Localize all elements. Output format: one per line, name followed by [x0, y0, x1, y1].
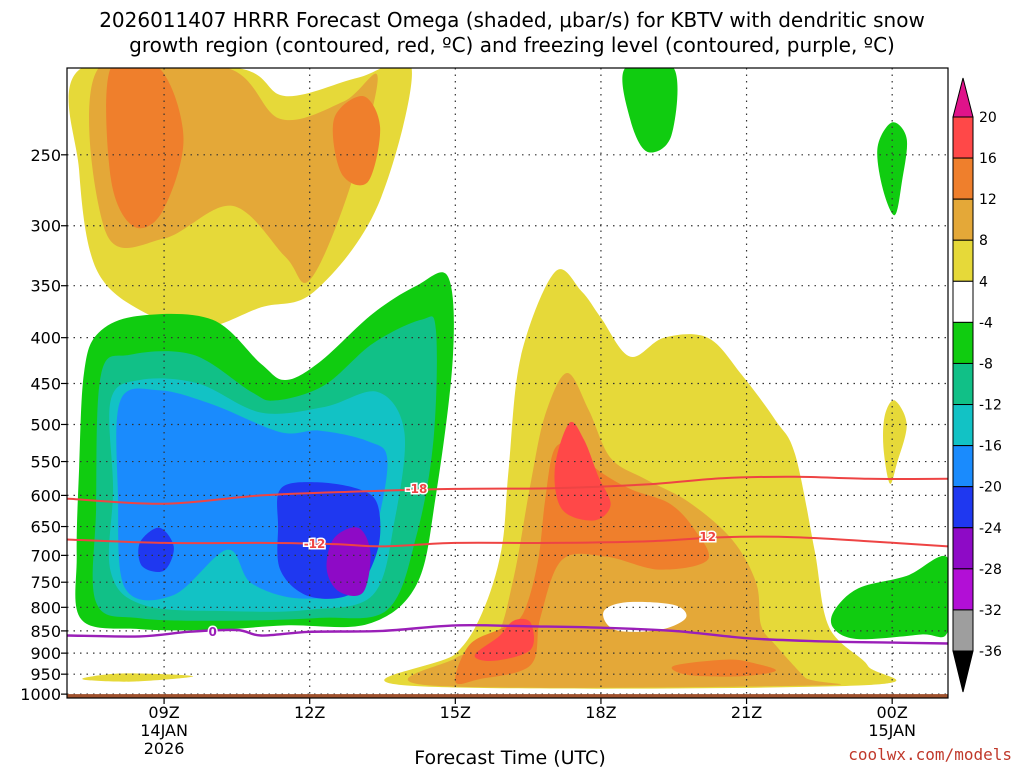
y-tick-label: 400	[30, 329, 61, 348]
colorbar-label: 4	[979, 274, 988, 290]
colorbar-swatch	[952, 404, 974, 447]
colorbar-label: 20	[979, 110, 997, 126]
omega-region	[622, 68, 678, 153]
y-tick-label: 600	[30, 486, 61, 505]
contour-line	[67, 623, 948, 645]
colorbar-label: 8	[979, 233, 988, 249]
chart-title-line1: 2026011407 HRRR Forecast Omega (shaded, …	[99, 8, 925, 32]
colorbar-swatch	[952, 486, 974, 529]
x-axis-label: Forecast Time (UTC)	[414, 747, 605, 768]
x-tick-label: 18Z	[585, 703, 616, 722]
y-tick-label: 550	[30, 453, 61, 472]
y-tick-label: 750	[30, 573, 61, 592]
x-tick-date: 15JAN	[868, 721, 916, 740]
contour-lines: -18 -12 12 0	[67, 475, 948, 645]
omega-region	[332, 95, 381, 186]
colorbar-swatch	[952, 568, 974, 611]
colorbar-min-triangle	[952, 650, 974, 693]
colorbar: 20 16 12 8 4 -4 -8 -12 -16 -20 -24 -28 -32 -36	[952, 77, 1002, 693]
colorbar-label: -16	[979, 439, 1002, 455]
contour-label: -12	[304, 537, 326, 551]
y-tick-label: 1000	[20, 685, 61, 704]
colorbar-label: -24	[979, 521, 1002, 537]
y-tick-label: 300	[30, 217, 61, 236]
colorbar-label: -8	[979, 356, 993, 372]
colorbar-swatch	[952, 362, 974, 406]
credit-text: coolwx.com/models	[848, 745, 1012, 764]
x-tick-label: 09Z	[148, 703, 179, 722]
colorbar-swatch	[952, 239, 974, 282]
omega-region	[603, 601, 687, 632]
colorbar-swatch	[952, 321, 974, 364]
colorbar-label: -32	[979, 603, 1002, 619]
omega-region	[883, 400, 907, 484]
plot-area: -18 -12 12 0	[67, 68, 948, 698]
omega-region	[830, 556, 948, 640]
y-tick-label: 800	[30, 598, 61, 617]
colorbar-label: -20	[979, 480, 1002, 496]
x-tick-label: 00Z	[877, 703, 908, 722]
omega-region	[138, 527, 174, 572]
y-tick-label: 250	[30, 146, 61, 165]
colorbar-label: -36	[979, 644, 1002, 660]
colorbar-swatch	[952, 445, 974, 488]
colorbar-swatch	[952, 527, 974, 570]
contour-line	[67, 535, 948, 548]
contour-label: -18	[406, 482, 428, 496]
y-tick-label: 900	[30, 644, 61, 663]
colorbar-label: -12	[979, 398, 1002, 414]
colorbar-swatch	[952, 198, 974, 241]
y-tick-label: 650	[30, 518, 61, 537]
x-tick-year: 2026	[144, 739, 185, 758]
colorbar-label: -4	[979, 315, 993, 331]
colorbar-swatch	[952, 609, 974, 652]
grid-lines	[67, 68, 948, 698]
y-tick-label: 850	[30, 622, 61, 641]
colorbar-swatch	[952, 157, 974, 200]
x-tick-label: 21Z	[731, 703, 762, 722]
omega-shaded-regions	[68, 68, 948, 689]
y-tick-label: 500	[30, 415, 61, 434]
y-tick-label: 450	[30, 374, 61, 393]
chart-title-line2: growth region (contoured, red, ºC) and f…	[129, 33, 895, 57]
colorbar-max-triangle	[952, 77, 974, 118]
pressure-axis: 250 300 350 400 450 500 550 600 650 700 750 800 850 9…	[20, 146, 67, 704]
contour-label: 12	[699, 530, 716, 544]
colorbar-label: -28	[979, 562, 1002, 578]
ground-layer	[67, 694, 948, 698]
contour-line	[67, 475, 948, 505]
x-tick-date: 14JAN	[140, 721, 188, 740]
y-tick-label: 700	[30, 546, 61, 565]
colorbar-swatch	[952, 280, 974, 323]
omega-region	[671, 659, 776, 677]
y-tick-label: 950	[30, 665, 61, 684]
y-tick-label: 350	[30, 277, 61, 296]
colorbar-swatch	[952, 116, 974, 159]
omega-region	[474, 618, 535, 662]
contour-label: 0	[208, 625, 216, 639]
omega-region	[82, 673, 194, 682]
x-tick-label: 12Z	[294, 703, 325, 722]
colorbar-label: 16	[979, 151, 997, 167]
colorbar-label: 12	[979, 192, 997, 208]
omega-region	[877, 122, 908, 216]
x-tick-label: 15Z	[440, 703, 471, 722]
